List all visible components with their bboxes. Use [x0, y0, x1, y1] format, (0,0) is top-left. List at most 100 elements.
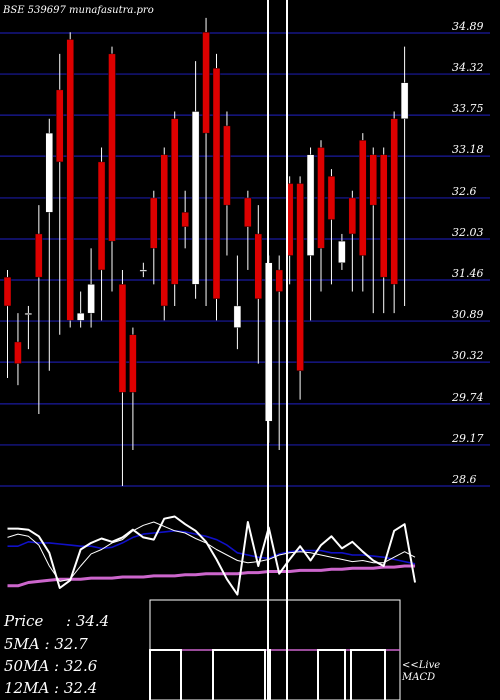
- candle-body-up: [306, 154, 315, 256]
- candle: [317, 140, 325, 292]
- candle: [359, 133, 367, 292]
- ma5-value: 32.7: [54, 635, 88, 653]
- ma-long-line: [7, 564, 416, 588]
- price-axis-ticks: 34.89 34.32 33.75 33.18 32.6 32.03 31.46 30.89 3…: [451, 20, 484, 486]
- candle-body-down: [181, 212, 189, 227]
- candle: [390, 111, 398, 314]
- candle-body-down: [369, 154, 377, 206]
- candle-body-down: [296, 183, 304, 371]
- price-value: 34.4: [75, 612, 110, 630]
- y-tick-label: 29.17: [451, 432, 484, 445]
- y-tick-label: 29.74: [451, 391, 484, 404]
- y-tick-label: 32.6: [452, 185, 477, 198]
- ma-mid-line: [7, 529, 416, 565]
- macd-bar: [212, 649, 266, 700]
- candle: [338, 233, 346, 270]
- candle-body-down: [380, 154, 388, 278]
- candle-body-down: [202, 32, 210, 134]
- candle-body-down: [56, 89, 64, 163]
- candle-body-down: [223, 125, 231, 206]
- candle: [129, 327, 137, 450]
- candle: [202, 17, 210, 306]
- candle: [118, 269, 127, 486]
- macd-bar: [317, 649, 346, 700]
- candle: [400, 46, 409, 306]
- candle-body-up: [338, 240, 346, 263]
- candle: [56, 53, 64, 335]
- candle: [327, 169, 336, 285]
- candle-body-down: [3, 276, 12, 307]
- y-tick-label: 30.32: [452, 349, 484, 362]
- candle: [254, 205, 263, 364]
- candle: [45, 118, 53, 371]
- candle: [191, 61, 200, 299]
- y-tick-label: 28.6: [451, 473, 477, 486]
- candle-body-down: [160, 154, 168, 307]
- candle-body-up: [191, 111, 200, 285]
- candle-body-down: [170, 118, 179, 285]
- price-stat: Price: 34.4: [4, 612, 110, 630]
- candle-body-up: [400, 82, 409, 119]
- ma12-label: 12MA: [4, 679, 50, 697]
- y-tick-label: 31.46: [452, 267, 484, 280]
- ma5-stat: 5MA : 32.7: [4, 635, 88, 653]
- candle: [181, 190, 189, 249]
- candle: [14, 313, 22, 386]
- candle: [139, 262, 148, 278]
- candle-body-down: [35, 233, 43, 278]
- ma5-label: 5MA: [4, 635, 40, 653]
- candle: [306, 147, 315, 321]
- candle-body-down: [348, 197, 357, 235]
- indicator-panel: [7, 515, 417, 596]
- y-tick-label: 33.75: [452, 102, 484, 115]
- candle-body-down: [97, 161, 106, 271]
- candle: [108, 46, 116, 292]
- candle: [369, 147, 377, 314]
- candle-body-down: [275, 269, 283, 292]
- candle: [66, 32, 74, 328]
- macd-label: MACD: [402, 672, 436, 683]
- candle-body-down: [244, 197, 252, 227]
- chart-title: BSE 539697 munafasutra.pro: [2, 5, 154, 16]
- y-tick-label: 32.03: [452, 226, 484, 239]
- macd-bar: [149, 649, 182, 700]
- candle-body-down: [254, 233, 263, 299]
- candle-body-down: [129, 334, 137, 393]
- candle: [87, 248, 95, 328]
- ma12-value: 32.4: [63, 679, 98, 697]
- candle: [35, 205, 43, 414]
- macd-bar: [350, 649, 386, 700]
- candle: [244, 190, 252, 270]
- candle: [380, 147, 388, 314]
- candle-body-up: [233, 305, 242, 328]
- candle-body-down: [66, 39, 74, 321]
- y-tick-label: 34.89: [452, 20, 484, 33]
- ma-short-line: [7, 521, 416, 582]
- candle-body-up: [45, 132, 53, 213]
- candle-body-down: [359, 140, 367, 256]
- candle: [348, 190, 357, 292]
- candle-body-down: [212, 68, 221, 299]
- candle: [160, 147, 168, 321]
- candle: [170, 111, 179, 306]
- candle-body-up: [76, 312, 85, 321]
- y-tick-label: 30.89: [452, 308, 484, 321]
- candle: [150, 190, 158, 285]
- oscillator-line: [7, 515, 417, 596]
- candle-body-down: [108, 53, 116, 242]
- candle: [296, 176, 304, 400]
- candle: [76, 291, 85, 328]
- candle-body-down: [317, 147, 325, 249]
- candle: [223, 111, 231, 256]
- candle-body-up: [24, 312, 33, 315]
- candle: [275, 255, 283, 450]
- ma50-stat: 50MA : 32.6: [4, 657, 98, 675]
- macd-live-label: <<Live: [402, 660, 441, 671]
- candle-body-down: [150, 197, 158, 249]
- candle-body-down: [390, 118, 398, 285]
- candlestick-series: [3, 17, 409, 486]
- ma12-stat: 12MA : 32.4: [4, 679, 98, 697]
- candle-body-up: [87, 284, 95, 314]
- candle: [3, 269, 12, 378]
